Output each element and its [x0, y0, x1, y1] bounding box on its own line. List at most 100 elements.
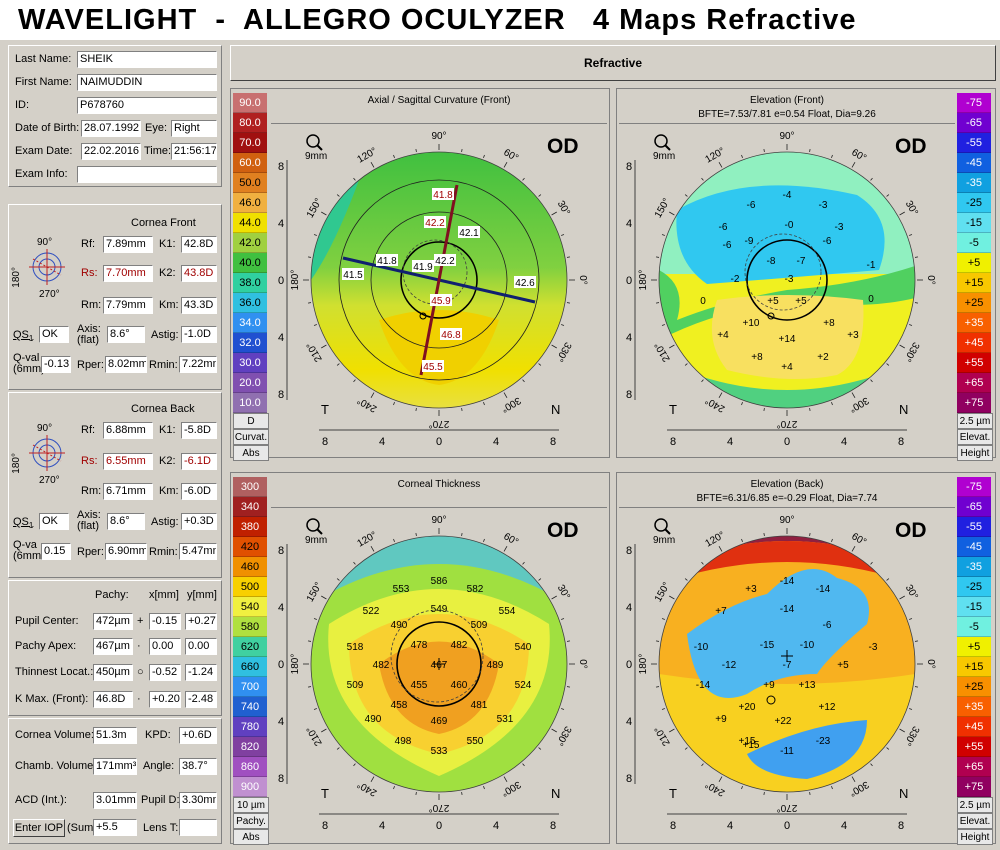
degree-tick: [370, 162, 375, 168]
front-qval-label: Q-val: [13, 352, 40, 364]
degree-tick: [336, 578, 340, 581]
degree-tick: [851, 162, 856, 168]
nasal-label: N: [899, 402, 908, 417]
scale-step: 420: [233, 537, 267, 557]
map-value-label: +20: [739, 702, 756, 713]
value-label-box: [424, 216, 446, 228]
enter-iop-button[interactable]: Enter IOP: [13, 819, 65, 837]
axial-footer1: Curvat.: [233, 429, 269, 445]
angle-label: 120°: [704, 146, 727, 166]
pupil-outline: [390, 609, 484, 703]
zoom-label: 9mm: [305, 535, 327, 546]
elev_back-plot[interactable]: 90° 60° 30° 0° 330° 300° 270° 240° 210° 180° 150° 1…: [619, 509, 955, 839]
map-value-label: -6: [747, 200, 756, 211]
degree-tick: [353, 379, 356, 383]
zoom-icon[interactable]: [654, 134, 671, 151]
first-name-field[interactable]: NAIMUDDIN: [77, 74, 217, 91]
back-axis-label: Axis:: [77, 509, 101, 521]
elev_back-title: Elevation (Back): [750, 479, 824, 490]
angle-label: 90°: [779, 515, 794, 526]
chamb-volume-label: Chamb. Volume:: [15, 760, 97, 772]
thickness-unit: 10 µm: [233, 797, 269, 813]
degree-tick: [503, 392, 508, 398]
cornea-volume-field: 51.3m: [93, 727, 137, 744]
degree-tick: [718, 776, 723, 782]
dob-field[interactable]: 28.07.1992: [81, 120, 141, 137]
elev_front-plot[interactable]: 90° 60° 30° 0° 330° 300° 270° 240° 210° 180° 150° 1…: [619, 125, 955, 455]
scale-step: -55: [957, 517, 991, 537]
angle-label: 180°: [290, 654, 301, 675]
scale-step: 20.0: [233, 373, 267, 393]
dob-label: Date of Birth:: [15, 122, 80, 134]
map-value-label: 469: [431, 716, 448, 727]
back-deg-bottom: 270°: [39, 475, 60, 486]
y-tick-label: 8: [626, 161, 632, 173]
map-value-label: 41.5: [343, 270, 363, 281]
time-field[interactable]: 21:56:17: [171, 143, 217, 160]
thinnest-point-marker: [767, 312, 775, 320]
last-name-field[interactable]: SHEIK: [77, 51, 217, 68]
id-label: ID:: [15, 99, 30, 111]
angle-label: 300°: [847, 394, 870, 414]
x-tick-label: 4: [841, 820, 847, 832]
degree-tick: [307, 640, 312, 642]
degree-tick: [741, 786, 743, 790]
thickness-plot[interactable]: 90° 60° 30° 0° 330° 300° 270° 240° 210° 180° 150° 1…: [271, 509, 607, 839]
sum-label: (Sum): [67, 822, 97, 834]
zoom-icon[interactable]: [306, 134, 323, 151]
scale-step: 70.0: [233, 133, 267, 153]
map-value-label: 553: [393, 584, 410, 595]
degree-tick: [307, 686, 312, 688]
degree-tick: [307, 302, 312, 304]
lower-yellow-region: [711, 295, 864, 379]
map-value-label: 0: [700, 296, 706, 307]
nasal-label: N: [899, 786, 908, 801]
angle-label: 60°: [501, 531, 520, 548]
scale-step: 620: [233, 637, 267, 657]
degree-tick: [655, 302, 660, 304]
cornea-outline: [658, 151, 916, 409]
angle-label: 300°: [499, 394, 522, 414]
map-value-label: +13: [799, 680, 816, 691]
y-tick-label: 4: [626, 602, 632, 614]
front-km-label: Km:: [159, 299, 179, 311]
exam-date-field[interactable]: 22.02.2016: [81, 143, 141, 160]
cornea-front-panel: Cornea Front 90° 180° 270° Rf: 7.89mm K1…: [8, 204, 222, 390]
scale-step: -5: [957, 617, 991, 637]
back-k1-field: -5.8D: [181, 422, 217, 439]
x-tick-label: 4: [379, 436, 385, 448]
id-field[interactable]: P678760: [77, 97, 217, 114]
axial-plot[interactable]: 90° 60° 30° 0° 330° 300° 270° 240° 210° 180° 150° 1…: [271, 125, 607, 455]
degree-tick: [763, 791, 765, 796]
zoom-icon[interactable]: [306, 518, 323, 535]
scale-step: -35: [957, 557, 991, 577]
exam-info-label: Exam Info:: [15, 168, 68, 180]
map-value-label: 42.1: [459, 228, 479, 239]
scale-step: 42.0: [233, 233, 267, 253]
exam-info-field[interactable]: [77, 166, 217, 183]
degree-tick: [870, 379, 873, 383]
angle-label: 240°: [356, 394, 379, 414]
value-label-box: [514, 276, 536, 288]
degree-tick: [851, 392, 856, 398]
pachy-row-symbol: +: [137, 615, 144, 627]
zoom-label: 9mm: [653, 151, 675, 162]
map-value-label: +4: [781, 362, 793, 373]
degree-tick: [718, 546, 723, 552]
eye-field[interactable]: Right: [171, 120, 217, 137]
front-rm-label: Rm:: [81, 299, 102, 311]
angle-label: 150°: [305, 581, 325, 604]
degree-tick: [655, 686, 660, 688]
degree-tick: [870, 177, 873, 181]
pachy-row-symbol: ·: [137, 693, 141, 705]
lens-t-field[interactable]: [179, 819, 217, 836]
pachy-row-y: 0.00: [185, 638, 217, 655]
sum-field[interactable]: +5.5: [93, 819, 137, 836]
back-deg-left: 180°: [11, 453, 22, 474]
zoom-icon[interactable]: [654, 518, 671, 535]
map-value-label: 522: [363, 606, 380, 617]
y-tick-label: 4: [626, 218, 632, 230]
pupil-d-field: 3.30mm: [179, 792, 217, 809]
angle-label: 0°: [925, 659, 936, 669]
degree-tick: [809, 407, 811, 412]
